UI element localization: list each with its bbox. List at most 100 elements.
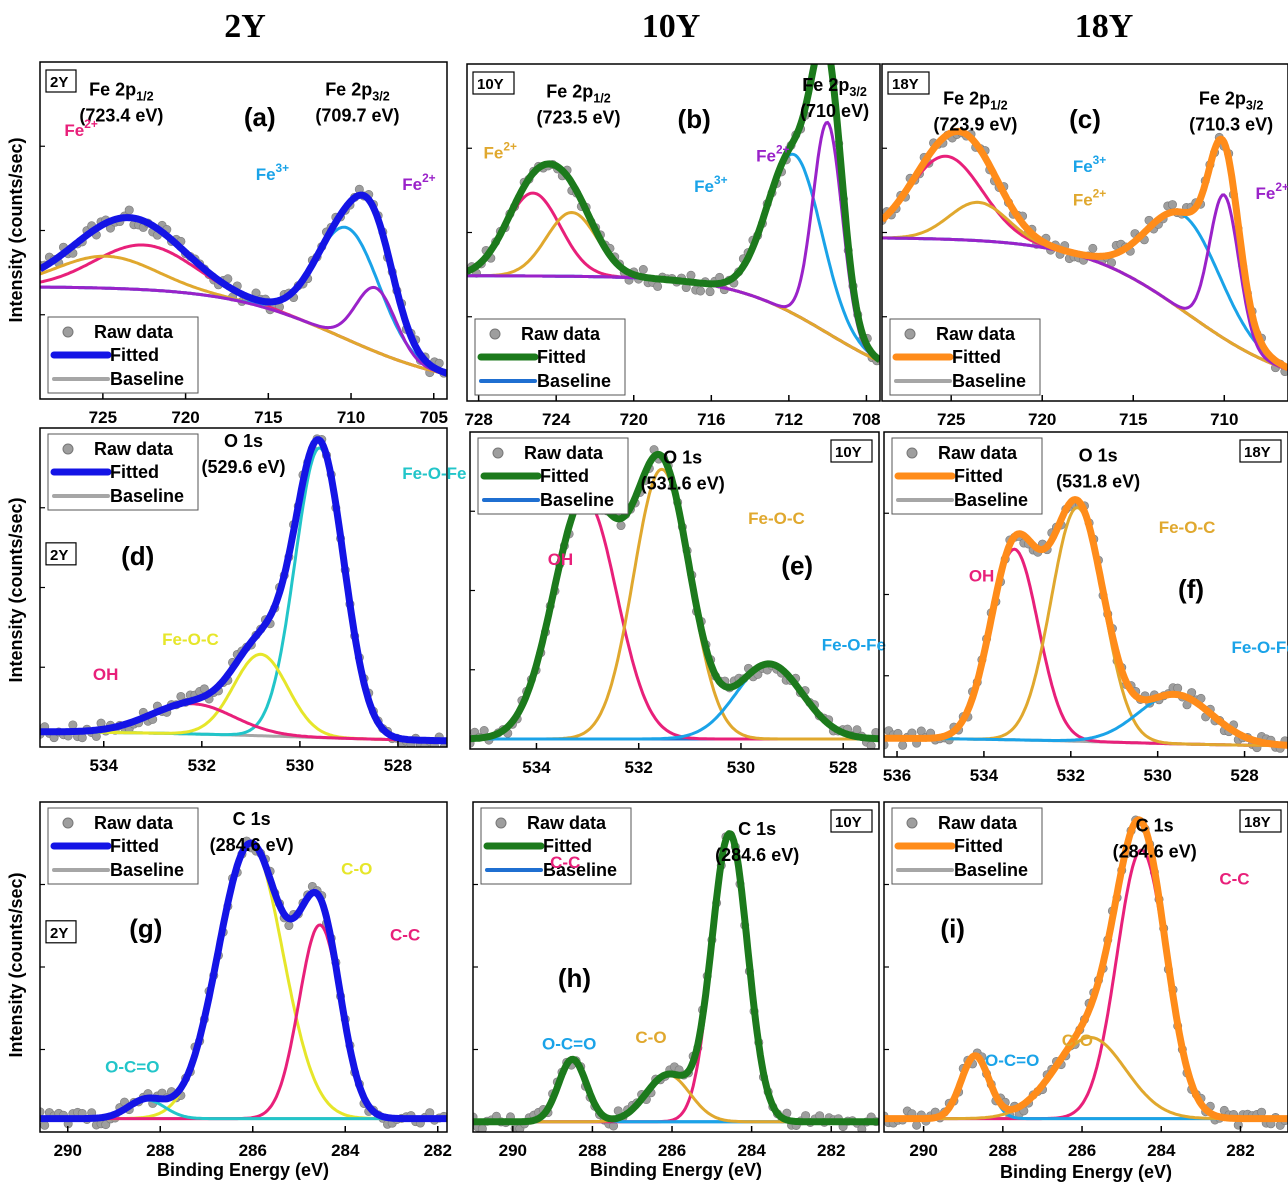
- y-axis-label: Intensity (counts/sec): [6, 872, 26, 1057]
- chart-panel-f: 536 534 532 530 528 18Y Raw data Fitted Baseline…: [883, 431, 1288, 785]
- peak-energy-label: (710 eV): [800, 101, 869, 121]
- legend-fitted-label: Fitted: [543, 836, 592, 856]
- component-label: C-C: [390, 926, 420, 945]
- legend-fitted-label: Fitted: [954, 466, 1003, 486]
- peak-label: O 1s: [224, 431, 263, 451]
- legend-raw-marker: [62, 443, 74, 455]
- x-tick-label: 530: [286, 756, 314, 775]
- chart-panel-g: 290 288 286 284 282 2Y Raw data Fitted Baseline C…: [39, 801, 452, 1160]
- legend-fitted-label: Fitted: [110, 462, 159, 482]
- x-tick-label: 528: [1230, 766, 1258, 785]
- x-tick-label: 708: [852, 410, 880, 429]
- legend-raw-marker: [495, 817, 507, 829]
- peak-label: Fe 2p1/2: [546, 82, 611, 106]
- fitted-line: [40, 839, 447, 1123]
- legend-raw-label: Raw data: [527, 813, 607, 833]
- component-label: Fe2+: [402, 171, 435, 194]
- x-axis-label: Binding Energy (eV): [1000, 1162, 1172, 1182]
- component-label: Fe2+: [756, 143, 789, 166]
- legend-fitted-label: Fitted: [952, 347, 1001, 367]
- sample-badge-label: 18Y: [1244, 814, 1271, 831]
- sample-badge: [1239, 809, 1282, 833]
- legend-fitted-label: Fitted: [110, 345, 159, 365]
- component-label: C-O: [1062, 1031, 1093, 1050]
- sample-badge: [830, 809, 873, 833]
- fitted-line: [884, 816, 1288, 1123]
- raw-data-point: [825, 44, 833, 52]
- legend-baseline-label: Baseline: [537, 371, 611, 391]
- component-line: [40, 923, 447, 1121]
- plot-area-a: [40, 184, 447, 378]
- legend-raw-marker: [492, 447, 504, 459]
- panel-letter: (b): [678, 104, 711, 134]
- x-tick-label: 710: [1210, 410, 1238, 429]
- fitted-line: [473, 830, 879, 1126]
- column-title-18y: 18Y: [1074, 8, 1134, 45]
- raw-data-point: [1088, 243, 1098, 253]
- component-label: Fe2+: [1256, 180, 1288, 203]
- legend-fitted-label: Fitted: [954, 836, 1003, 856]
- raw-data-point: [898, 740, 908, 750]
- raw-data-point: [815, 47, 823, 55]
- x-tick-label: 710: [337, 408, 365, 427]
- sample-badge: [45, 69, 77, 93]
- chart-panel-e: 534 532 530 528 10Y Raw data Fitted Baseline O 1…: [469, 431, 886, 777]
- peak-label: C 1s: [738, 819, 776, 839]
- column-title-10y: 10Y: [641, 8, 701, 45]
- legend-raw-marker: [904, 328, 916, 340]
- x-tick-label: 284: [1147, 1141, 1176, 1160]
- fitted-line: [884, 496, 1288, 749]
- legend-raw-marker: [489, 328, 501, 340]
- legend-fitted-label: Fitted: [540, 466, 589, 486]
- component-label: Fe-O-C: [748, 509, 805, 528]
- legend-raw-label: Raw data: [94, 439, 174, 459]
- peak-energy-label: (531.8 eV): [1056, 471, 1140, 491]
- peak-label: C 1s: [1136, 816, 1174, 836]
- x-tick-label: 716: [697, 410, 725, 429]
- x-tick-label: 282: [1226, 1141, 1254, 1160]
- component-label: Fe-O-C: [162, 630, 219, 649]
- raw-data-point: [811, 50, 819, 58]
- x-axis-label: Binding Energy (eV): [157, 1160, 329, 1180]
- x-tick-label: 530: [1143, 766, 1171, 785]
- peak-label: Fe 2p1/2: [89, 80, 154, 104]
- component-label: Fe2+: [484, 139, 517, 162]
- peak-label: Fe 2p3/2: [802, 75, 867, 99]
- component-label: Fe-O-Fe: [822, 636, 886, 655]
- plot-area-i: [884, 815, 1288, 1130]
- raw-data-point: [40, 1107, 45, 1117]
- component-label: Fe3+: [256, 161, 289, 184]
- fitted-line: [40, 436, 447, 745]
- x-tick-label: 532: [188, 756, 216, 775]
- sample-badge: [472, 71, 515, 95]
- x-tick-label: 532: [625, 758, 653, 777]
- component-label: OH: [969, 567, 995, 586]
- component-label: Fe2+: [1073, 187, 1106, 210]
- x-tick-label: 288: [146, 1141, 174, 1160]
- panel-letter: (f): [1178, 574, 1204, 604]
- component-label: O-C=O: [105, 1058, 159, 1077]
- panel-letter: (a): [244, 102, 276, 132]
- component-label: C-O: [341, 860, 372, 879]
- y-axis-label: Intensity (counts/sec): [6, 137, 26, 322]
- component-label: OH: [93, 665, 119, 684]
- component-label: C-C: [550, 853, 580, 872]
- raw-data-point: [40, 1120, 50, 1130]
- x-tick-label: 288: [578, 1141, 606, 1160]
- raw-data-point: [1167, 200, 1177, 210]
- component-label: C-O: [635, 1028, 666, 1047]
- legend-raw-marker: [62, 326, 74, 338]
- x-tick-label: 715: [1119, 410, 1147, 429]
- peak-label: Fe 2p3/2: [325, 80, 390, 104]
- component-line: [884, 506, 1288, 748]
- peak-energy-label: (284.6 eV): [1113, 842, 1197, 862]
- peak-energy-label: (531.6 eV): [641, 474, 725, 494]
- legend-baseline-label: Baseline: [952, 371, 1026, 391]
- x-tick-label: 286: [658, 1141, 686, 1160]
- component-line: [40, 842, 447, 1121]
- component-label: Fe3+: [694, 173, 727, 196]
- raw-data-point: [77, 733, 87, 743]
- x-tick-label: 284: [331, 1141, 360, 1160]
- x-tick-label: 282: [817, 1141, 845, 1160]
- x-tick-label: 288: [989, 1141, 1017, 1160]
